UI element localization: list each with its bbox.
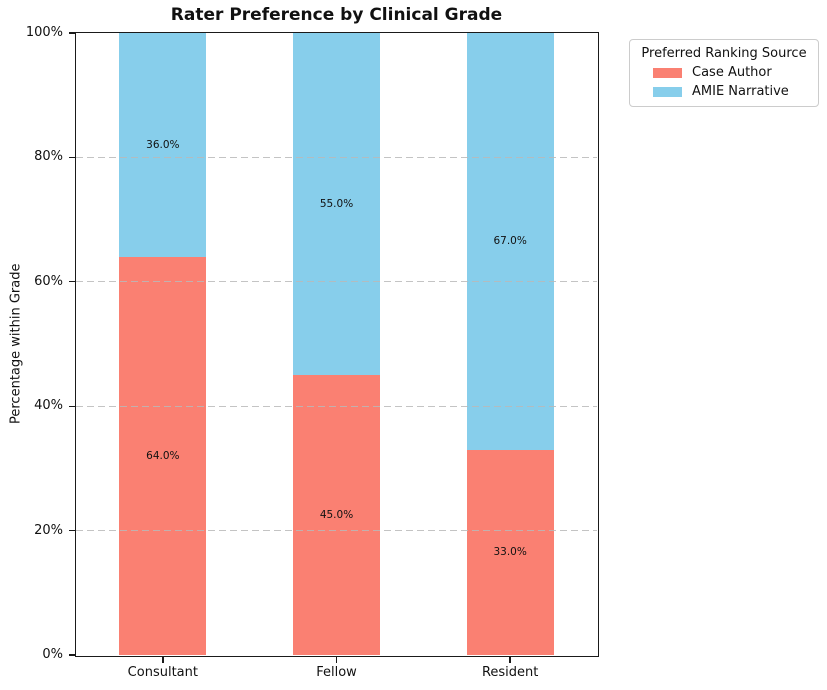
gridline-40 (76, 405, 597, 407)
bar-label-consultant-amie-narrative: 36.0% (146, 138, 180, 151)
x-tick-mark-resident (509, 656, 511, 663)
bar-segment-fellow-case-author (293, 375, 380, 655)
y-axis-label: Percentage within Grade (8, 263, 24, 425)
legend-title: Preferred Ranking Source (641, 46, 807, 61)
y-tick-label-60: 60% (34, 273, 63, 289)
x-tick-mark-fellow (335, 656, 338, 663)
bar-label-fellow-case-author: 45.0% (319, 509, 354, 522)
y-tick-mark-20 (68, 529, 75, 532)
bar-segment-consultant-amie-narrative (119, 33, 207, 257)
x-tick-label-resident: Resident (481, 665, 539, 680)
gridline-80 (76, 156, 597, 159)
bar-segment-consultant-case-author (119, 256, 207, 655)
legend-swatch-amie-narrative (653, 86, 682, 97)
legend: Preferred Ranking Source Case Author AMIE… (629, 39, 819, 107)
y-tick-label-20: 20% (34, 522, 63, 538)
y-tick-label-0: 0% (42, 647, 63, 662)
y-tick-mark-60 (68, 281, 75, 283)
bar-label-resident-amie-narrative: 67.0% (493, 235, 527, 248)
bar-label-consultant-case-author: 64.0% (146, 449, 180, 462)
x-tick-label-fellow: Fellow (316, 665, 357, 680)
bar-segment-fellow-amie-narrative (293, 33, 380, 376)
legend-swatch-case-author (653, 67, 682, 78)
y-tick-mark-0 (68, 654, 75, 656)
gridline-60 (76, 281, 597, 283)
legend-items: Case Author AMIE Narrative (638, 65, 810, 99)
legend-item-amie-narrative: AMIE Narrative (638, 84, 810, 99)
bar-segment-resident-amie-narrative (466, 33, 554, 450)
plot-area (74, 31, 599, 657)
gridline-20 (76, 529, 597, 532)
y-tick-label-80: 80% (34, 149, 63, 165)
bar-label-resident-case-author: 33.0% (493, 546, 527, 559)
y-tick-label-40: 40% (34, 398, 63, 414)
legend-item-label: AMIE Narrative (692, 84, 789, 99)
y-tick-mark-100 (68, 32, 75, 34)
chart-title: Rater Preference by Clinical Grade (170, 5, 503, 25)
x-tick-label-consultant: Consultant (127, 665, 198, 680)
x-tick-mark-consultant (162, 656, 164, 663)
y-tick-label-100: 100% (25, 25, 63, 40)
y-tick-mark-40 (68, 405, 75, 407)
y-tick-mark-80 (68, 156, 75, 159)
legend-item-case-author: Case Author (638, 65, 810, 80)
bar-label-fellow-amie-narrative: 55.0% (319, 198, 354, 211)
bar-segment-resident-case-author (466, 449, 554, 655)
legend-item-label: Case Author (692, 65, 772, 80)
